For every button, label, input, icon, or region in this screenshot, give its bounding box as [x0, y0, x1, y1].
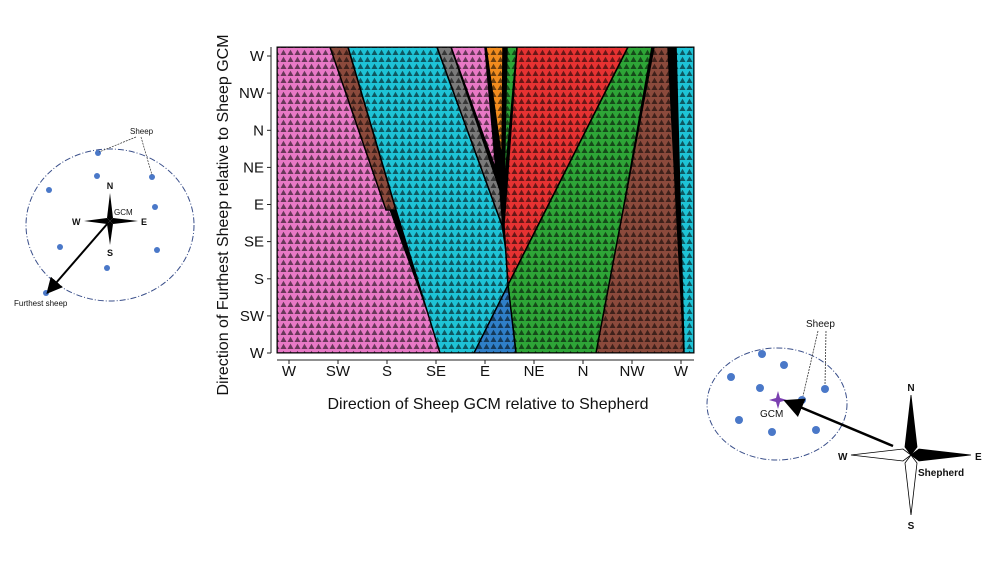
sheep-dot: [821, 385, 829, 393]
shepherd-to-gcm-arrow: [783, 398, 894, 448]
sheep-label: Sheep: [806, 319, 835, 330]
sheep-dot: [154, 247, 160, 253]
furthest-sheep-arrow: [46, 222, 109, 295]
compass-e-label: E: [141, 217, 147, 227]
sheep-dot: [780, 361, 788, 369]
gcm-star-icon: [769, 391, 787, 409]
plot-frame: [276, 46, 695, 354]
sheep-label: Sheep: [130, 127, 154, 136]
region-cyan-main-texture: [348, 47, 512, 353]
sheep-dot: [57, 244, 63, 250]
region-gray-texture: [437, 47, 503, 228]
sheep-dot: [727, 373, 735, 381]
sheep-pointer-line: [140, 136, 153, 176]
region-brown-right-texture: [596, 47, 684, 353]
x-tick-label: SE: [426, 363, 446, 380]
sheep-dots: [43, 150, 160, 296]
region-pink-left-texture: [277, 47, 443, 353]
region-green-main-texture: [508, 47, 652, 353]
region-blue-texture: [474, 285, 516, 353]
y-tick-label: N: [253, 122, 264, 139]
y-tick-label: E: [254, 197, 264, 214]
compass-w-label: W: [72, 217, 81, 227]
x-tick-label: SW: [326, 363, 351, 380]
y-tick-label: NW: [239, 85, 265, 102]
y-tick-label: NE: [243, 159, 264, 176]
compass-s-label: S: [107, 248, 113, 258]
region-cyan-right-texture: [676, 47, 694, 353]
sheep-dot: [768, 428, 776, 436]
x-axis-title: Direction of Sheep GCM relative to Sheph…: [327, 396, 648, 413]
compass-n-label: N: [107, 181, 114, 191]
policy-regions: [277, 47, 694, 353]
y-tick-label: S: [254, 271, 264, 288]
sheep-dot: [94, 173, 100, 179]
gcm-label: GCM: [760, 409, 783, 420]
compass-rose-small: N S W E: [72, 181, 147, 258]
sheep-dot: [149, 174, 155, 180]
left-diagram: Sheep N S W E GCM Furthest sheep: [14, 127, 195, 308]
compass-rose-large: N S W E: [838, 383, 982, 532]
y-tick-label: SE: [244, 234, 264, 251]
x-tick-label: S: [382, 363, 392, 380]
sheep-flock-boundary: [25, 148, 195, 302]
compass-w-label: W: [838, 452, 848, 463]
sheep-pointer-line: [824, 330, 827, 386]
x-tick-labels: W SW S SE E NE N NW W: [282, 360, 689, 380]
y-tick-label: SW: [240, 308, 265, 325]
sheep-flock-boundary: [706, 347, 848, 461]
sheep-dot: [43, 290, 49, 296]
furthest-sheep-label: Furthest sheep: [14, 299, 68, 308]
gcm-label: GCM: [114, 208, 133, 217]
region-orange-texture: [486, 47, 503, 160]
sheep-dot: [756, 384, 764, 392]
sheep-dot: [46, 187, 52, 193]
shepherd-label: Shepherd: [918, 468, 964, 479]
sheep-dot: [798, 396, 806, 404]
x-tick-label: NW: [620, 363, 646, 380]
region-red-texture: [504, 47, 628, 285]
region-brown-left-texture: [330, 47, 396, 210]
y-tick-label: W: [250, 345, 265, 362]
sheep-dot: [735, 416, 743, 424]
x-tick-label: W: [282, 363, 297, 380]
compass-e-label: E: [975, 452, 982, 463]
x-tick-label: E: [480, 363, 490, 380]
sheep-dot: [104, 265, 110, 271]
x-tick-label: W: [674, 363, 689, 380]
region-plot: W NW N NE E SE S SW W W SW S SE E NE N NW W Direction of…: [215, 34, 695, 413]
sheep-dot: [95, 150, 101, 156]
sheep-dots: [727, 350, 829, 436]
y-tick-label: W: [250, 48, 265, 65]
sheep-pointer-line: [98, 136, 137, 153]
x-tick-label: N: [578, 363, 589, 380]
x-tick-label: NE: [524, 363, 545, 380]
sheep-pointer-line: [802, 330, 819, 397]
y-axis-title: Direction of Furthest Sheep relative to …: [215, 34, 232, 395]
sheep-dot: [758, 350, 766, 358]
right-diagram: Sheep GCM N S W E Shepherd: [706, 319, 982, 532]
sheep-dot: [812, 426, 820, 434]
compass-n-label: N: [907, 383, 914, 394]
sheep-dot: [152, 204, 158, 210]
y-tick-labels: W NW N NE E SE S SW W: [239, 48, 271, 362]
compass-s-label: S: [908, 521, 915, 532]
